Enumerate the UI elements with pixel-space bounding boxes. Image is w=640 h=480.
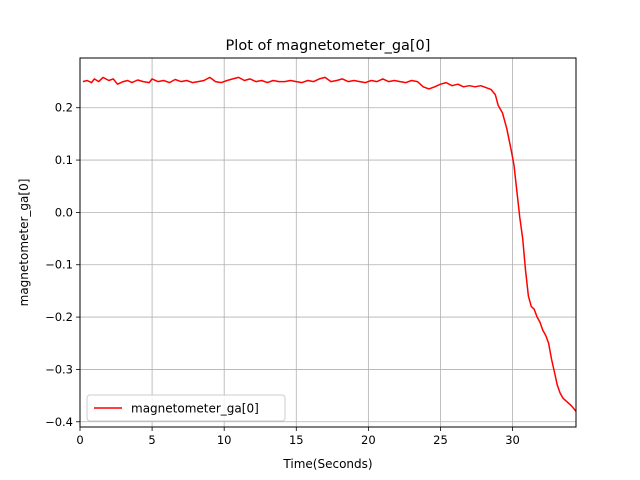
chart-title: Plot of magnetometer_ga[0] bbox=[226, 38, 431, 54]
y-axis-label: magnetometer_ga[0] bbox=[17, 179, 31, 307]
y-tick-label: 0.2 bbox=[55, 101, 73, 115]
y-tick-label: −0.1 bbox=[45, 258, 73, 272]
axis-ticks: 0 5 10 15 20 25 30 −0.4 −0.3 −0.2 −0.1 0.0 0.1 0.2 bbox=[45, 101, 520, 447]
series-line-magnetometer bbox=[82, 76, 577, 412]
legend-entry-label: magnetometer_ga[0] bbox=[131, 402, 259, 416]
y-tick-label: −0.2 bbox=[45, 310, 73, 324]
x-tick-label: 10 bbox=[217, 433, 232, 447]
x-tick-label: 5 bbox=[148, 433, 155, 447]
x-axis-label: Time(Seconds) bbox=[282, 457, 372, 471]
x-tick-label: 25 bbox=[433, 433, 448, 447]
y-tick-label: 0.0 bbox=[55, 205, 73, 219]
legend: magnetometer_ga[0] bbox=[86, 394, 286, 422]
x-tick-label: 0 bbox=[76, 433, 83, 447]
x-tick-label: 20 bbox=[361, 433, 376, 447]
x-tick-label: 15 bbox=[289, 433, 304, 447]
plot-frame bbox=[79, 57, 577, 428]
x-tick-label: 30 bbox=[505, 433, 520, 447]
legend-box bbox=[86, 394, 286, 422]
y-tick-label: 0.1 bbox=[55, 153, 73, 167]
y-tick-label: −0.3 bbox=[45, 362, 73, 376]
y-tick-label: −0.4 bbox=[45, 415, 73, 429]
plot-area bbox=[80, 58, 576, 427]
grid-lines bbox=[79, 58, 576, 427]
series-layer bbox=[82, 76, 577, 412]
